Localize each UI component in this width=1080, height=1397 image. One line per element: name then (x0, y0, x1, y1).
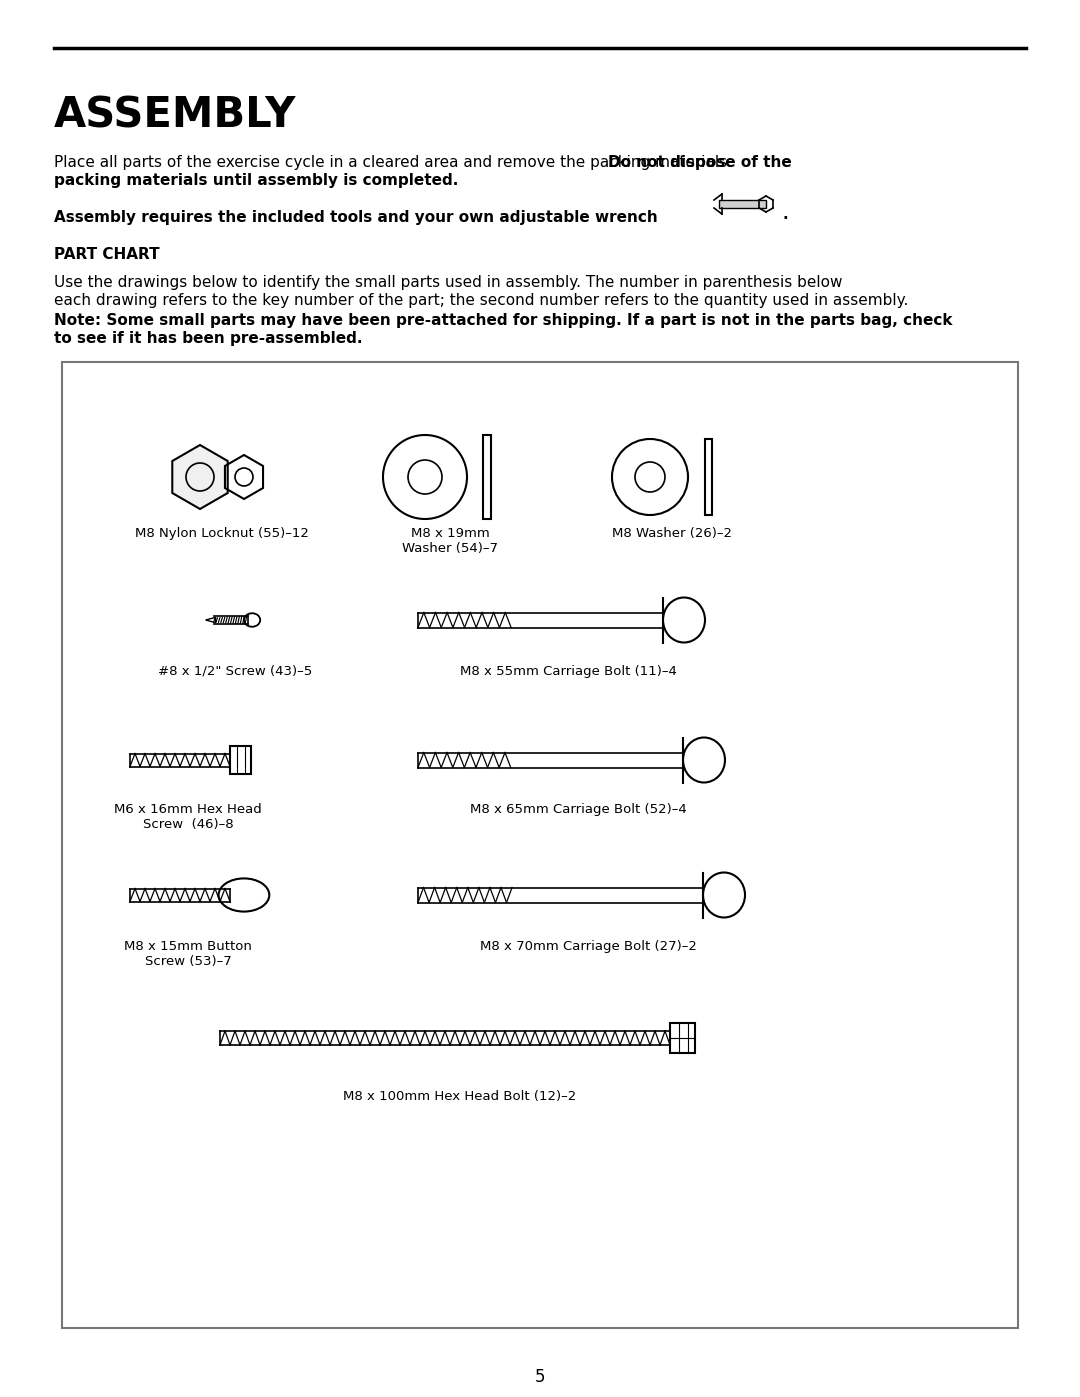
Polygon shape (719, 200, 766, 208)
Circle shape (383, 434, 467, 520)
Text: each drawing refers to the key number of the part; the second number refers to t: each drawing refers to the key number of… (54, 293, 908, 307)
Text: PART CHART: PART CHART (54, 247, 160, 263)
Text: packing materials until assembly is completed.: packing materials until assembly is comp… (54, 173, 458, 189)
Text: M8 x 55mm Carriage Bolt (11)–4: M8 x 55mm Carriage Bolt (11)–4 (460, 665, 676, 678)
Ellipse shape (703, 873, 745, 918)
Text: M8 Washer (26)–2: M8 Washer (26)–2 (612, 527, 732, 541)
Text: M8 x 15mm Button
Screw (53)–7: M8 x 15mm Button Screw (53)–7 (124, 940, 252, 968)
Bar (230, 746, 251, 774)
Text: ASSEMBLY: ASSEMBLY (54, 95, 296, 137)
Bar (483, 434, 491, 520)
Text: M8 x 65mm Carriage Bolt (52)–4: M8 x 65mm Carriage Bolt (52)–4 (470, 803, 687, 816)
Circle shape (612, 439, 688, 515)
Ellipse shape (244, 613, 260, 627)
Bar (62, 362, 1018, 1329)
Text: .: . (782, 207, 787, 222)
Text: Note: Some small parts may have been pre-attached for shipping. If a part is not: Note: Some small parts may have been pre… (54, 313, 953, 328)
Text: 5: 5 (535, 1368, 545, 1386)
Bar (705, 439, 712, 515)
Circle shape (408, 460, 442, 495)
Polygon shape (173, 446, 228, 509)
Bar (670, 1023, 696, 1053)
Polygon shape (205, 617, 216, 623)
Text: to see if it has been pre-assembled.: to see if it has been pre-assembled. (54, 331, 363, 346)
Text: M8 Nylon Locknut (55)–12: M8 Nylon Locknut (55)–12 (135, 527, 309, 541)
Text: Assembly requires the included tools and your own adjustable wrench: Assembly requires the included tools and… (54, 210, 658, 225)
Text: M6 x 16mm Hex Head
Screw  (46)–8: M6 x 16mm Hex Head Screw (46)–8 (114, 803, 261, 831)
Text: M8 x 19mm
Washer (54)–7: M8 x 19mm Washer (54)–7 (402, 527, 498, 555)
Text: M8 x 70mm Carriage Bolt (27)–2: M8 x 70mm Carriage Bolt (27)–2 (480, 940, 697, 953)
Text: Place all parts of the exercise cycle in a cleared area and remove the packing m: Place all parts of the exercise cycle in… (54, 155, 737, 170)
Text: M8 x 100mm Hex Head Bolt (12)–2: M8 x 100mm Hex Head Bolt (12)–2 (343, 1090, 577, 1104)
Text: Do not dispose of the: Do not dispose of the (608, 155, 792, 170)
Ellipse shape (663, 598, 705, 643)
Text: #8 x 1/2" Screw (43)–5: #8 x 1/2" Screw (43)–5 (158, 665, 312, 678)
Text: Use the drawings below to identify the small parts used in assembly. The number : Use the drawings below to identify the s… (54, 275, 842, 291)
Ellipse shape (683, 738, 725, 782)
Circle shape (635, 462, 665, 492)
Ellipse shape (218, 879, 269, 912)
